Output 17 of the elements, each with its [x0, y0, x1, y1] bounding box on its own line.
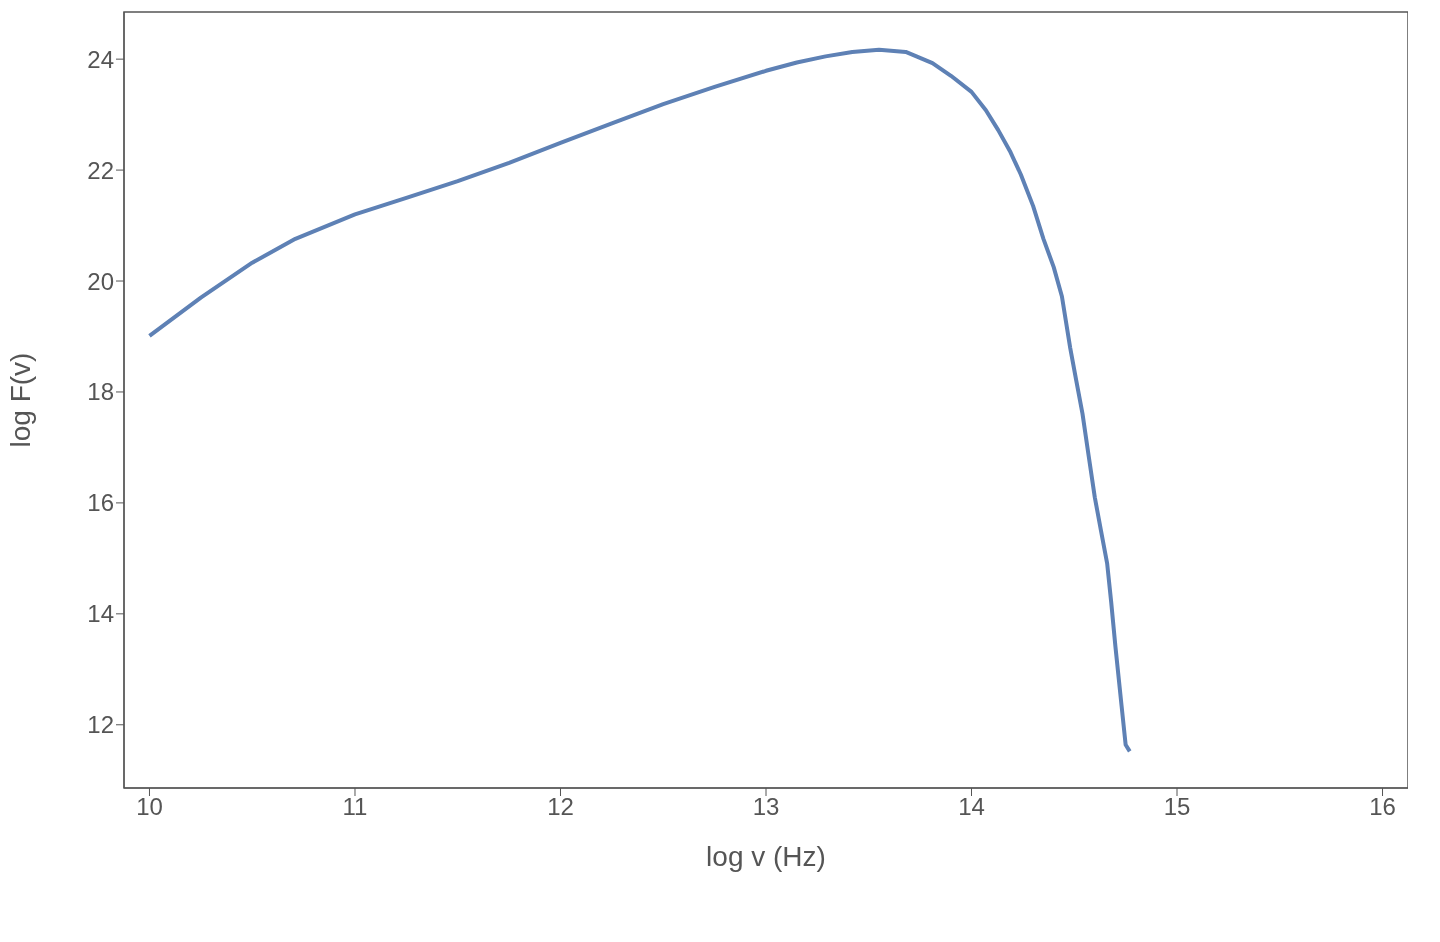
y-axis-title: log F(v) — [4, 352, 36, 448]
y-tick-label: 16 — [87, 489, 114, 517]
x-tick-label: 15 — [1163, 793, 1191, 821]
x-tick-label: 10 — [136, 793, 163, 821]
line-series — [147, 47, 1132, 754]
x-axis-title: log v (Hz) — [706, 841, 826, 872]
y-tick-label: 12 — [87, 711, 114, 739]
x-tick-label: 16 — [1369, 793, 1396, 821]
x-tick-label: 13 — [752, 793, 780, 821]
x-tick-label: 11 — [342, 793, 368, 821]
y-tick-label: 20 — [87, 267, 114, 295]
y-tick-label: 14 — [87, 600, 114, 628]
x-tick-label: 14 — [958, 793, 985, 821]
y-tick-label: 24 — [87, 45, 114, 73]
y-tick-label: 18 — [87, 378, 114, 406]
y-tick-label: 22 — [87, 156, 114, 184]
x-tick-label: 12 — [547, 793, 574, 821]
